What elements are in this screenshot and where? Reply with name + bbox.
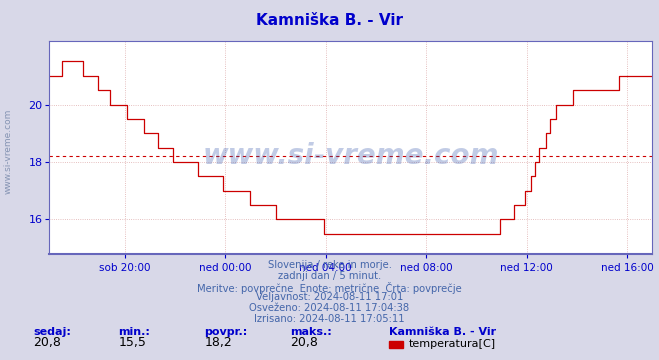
- Text: www.si-vreme.com: www.si-vreme.com: [203, 142, 499, 170]
- Text: 20,8: 20,8: [290, 336, 318, 349]
- Text: Osveženo: 2024-08-11 17:04:38: Osveženo: 2024-08-11 17:04:38: [250, 303, 409, 313]
- Text: 20,8: 20,8: [33, 336, 61, 349]
- Text: Kamniška B. - Vir: Kamniška B. - Vir: [256, 13, 403, 28]
- Text: 18,2: 18,2: [204, 336, 232, 349]
- Text: maks.:: maks.:: [290, 327, 331, 337]
- Text: temperatura[C]: temperatura[C]: [409, 339, 496, 349]
- Text: Kamniška B. - Vir: Kamniška B. - Vir: [389, 327, 496, 337]
- Text: zadnji dan / 5 minut.: zadnji dan / 5 minut.: [278, 271, 381, 281]
- Text: www.si-vreme.com: www.si-vreme.com: [3, 108, 13, 194]
- Text: Veljavnost: 2024-08-11 17:01: Veljavnost: 2024-08-11 17:01: [256, 292, 403, 302]
- Text: Meritve: povprečne  Enote: metrične  Črta: povprečje: Meritve: povprečne Enote: metrične Črta:…: [197, 282, 462, 293]
- Text: Izrisano: 2024-08-11 17:05:11: Izrisano: 2024-08-11 17:05:11: [254, 314, 405, 324]
- Text: 15,5: 15,5: [119, 336, 146, 349]
- Text: povpr.:: povpr.:: [204, 327, 248, 337]
- Text: sedaj:: sedaj:: [33, 327, 71, 337]
- Text: Slovenija / reke in morje.: Slovenija / reke in morje.: [268, 260, 391, 270]
- Text: min.:: min.:: [119, 327, 150, 337]
